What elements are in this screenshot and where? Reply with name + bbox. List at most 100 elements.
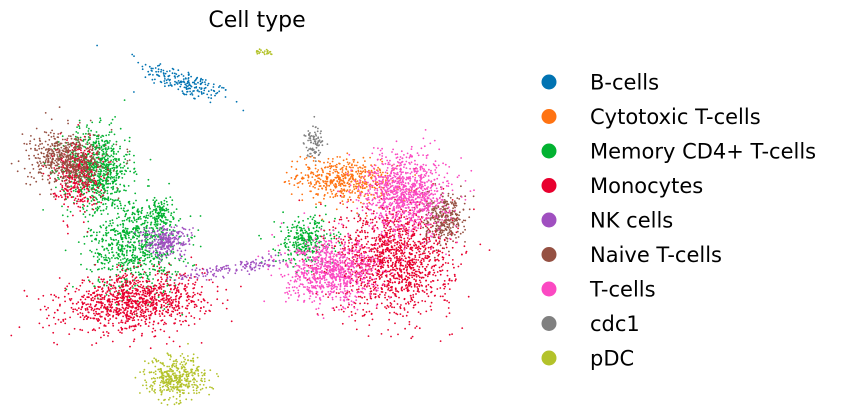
data-point — [296, 229, 298, 232]
data-point — [453, 273, 456, 276]
data-point — [117, 212, 119, 215]
data-point — [201, 78, 204, 81]
data-point — [86, 124, 88, 126]
data-point — [346, 206, 349, 209]
data-point — [380, 302, 383, 305]
data-point — [160, 303, 163, 306]
data-point — [419, 281, 422, 284]
data-point — [129, 267, 132, 270]
data-point — [301, 193, 304, 196]
data-point — [23, 289, 26, 292]
data-point — [425, 288, 428, 291]
data-point — [124, 215, 126, 218]
data-point — [107, 157, 109, 160]
data-point — [157, 70, 160, 73]
data-point — [339, 176, 341, 179]
data-point — [295, 242, 297, 245]
data-point — [132, 287, 134, 289]
data-point — [125, 212, 127, 215]
data-point — [260, 237, 262, 240]
data-point — [86, 307, 89, 309]
data-point — [135, 218, 138, 221]
data-point — [177, 219, 180, 222]
data-point — [132, 317, 135, 320]
data-point — [92, 231, 95, 234]
data-point — [148, 290, 151, 292]
data-point — [225, 307, 228, 310]
data-point — [120, 321, 122, 323]
data-point — [141, 68, 144, 71]
data-point — [181, 312, 184, 314]
data-point — [76, 309, 78, 312]
data-point — [111, 182, 114, 185]
data-point — [184, 319, 187, 322]
data-point — [121, 265, 123, 268]
data-point — [404, 264, 407, 267]
data-point — [292, 241, 295, 244]
data-point — [164, 85, 166, 88]
data-point — [410, 286, 413, 288]
data-point — [103, 169, 105, 172]
data-point — [409, 294, 412, 297]
data-point — [356, 190, 359, 193]
data-point — [211, 281, 214, 284]
data-point — [400, 271, 403, 273]
data-point — [377, 273, 380, 276]
data-point — [340, 216, 342, 219]
data-point — [298, 226, 301, 229]
data-point — [124, 309, 127, 311]
data-point — [367, 221, 369, 224]
data-point — [442, 187, 445, 190]
data-point — [77, 307, 80, 310]
data-point — [132, 244, 135, 247]
data-point — [335, 208, 338, 211]
data-point — [363, 296, 366, 298]
data-point — [407, 263, 410, 266]
data-point — [190, 256, 193, 259]
data-point — [105, 208, 108, 210]
data-point — [129, 249, 132, 252]
data-point — [467, 295, 470, 298]
data-point — [136, 227, 139, 230]
data-point — [329, 234, 332, 237]
data-point — [356, 180, 359, 183]
data-point — [287, 235, 289, 238]
data-point — [301, 245, 304, 248]
data-point — [118, 313, 121, 315]
data-point — [118, 216, 120, 219]
data-point — [297, 235, 300, 238]
data-point — [335, 292, 338, 294]
data-point — [68, 333, 71, 335]
data-point — [118, 255, 121, 258]
data-point — [111, 180, 114, 183]
data-point — [165, 222, 168, 224]
data-point — [425, 310, 428, 313]
data-point — [90, 162, 92, 165]
data-point — [370, 260, 372, 263]
data-point — [407, 285, 409, 287]
data-point — [428, 255, 431, 258]
data-point — [124, 236, 127, 239]
data-point — [164, 280, 167, 282]
data-point — [135, 293, 138, 296]
data-point — [105, 163, 108, 166]
data-point — [190, 85, 193, 88]
data-point — [433, 295, 436, 297]
data-point — [345, 165, 348, 168]
data-point — [306, 179, 309, 182]
data-point — [380, 287, 383, 289]
data-point — [119, 263, 122, 266]
data-point — [71, 160, 74, 163]
data-point — [100, 293, 103, 296]
data-point — [128, 288, 131, 290]
data-point — [131, 251, 134, 254]
data-point — [83, 294, 85, 297]
data-point — [83, 243, 86, 245]
data-point — [165, 197, 168, 200]
data-point — [91, 282, 94, 285]
data-point — [74, 188, 77, 191]
data-point — [297, 232, 299, 235]
data-point — [290, 252, 292, 255]
data-point — [143, 287, 146, 290]
data-point — [133, 262, 135, 264]
